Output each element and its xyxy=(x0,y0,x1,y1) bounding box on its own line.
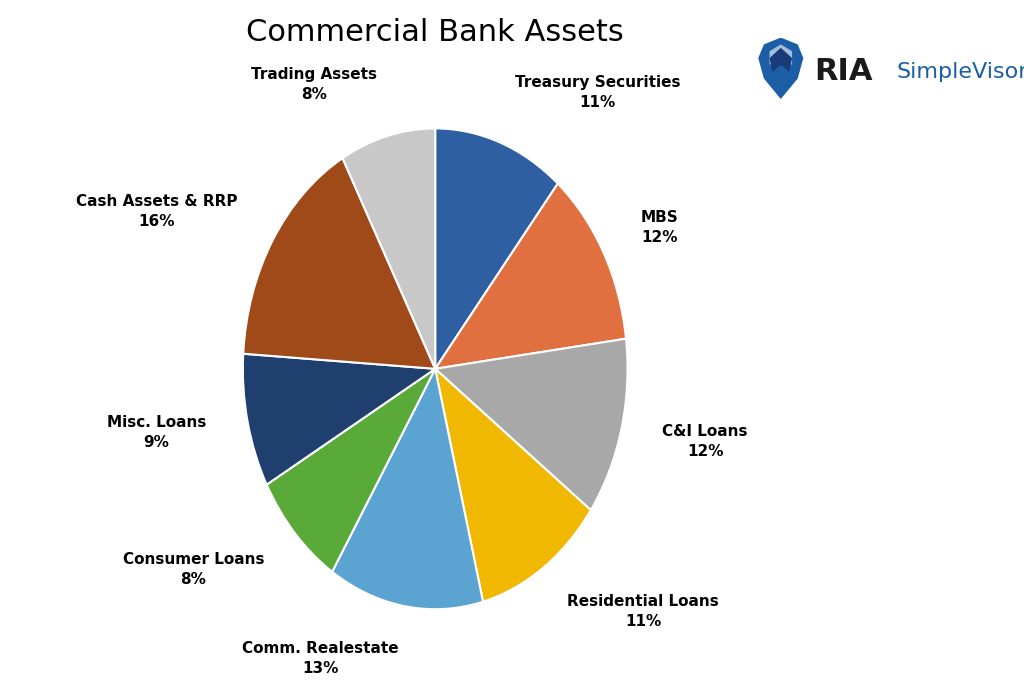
Wedge shape xyxy=(435,369,591,602)
Text: Trading Assets
8%: Trading Assets 8% xyxy=(251,68,377,102)
Polygon shape xyxy=(770,44,793,65)
Text: RIA: RIA xyxy=(814,57,872,86)
Wedge shape xyxy=(243,354,435,485)
Text: MBS
12%: MBS 12% xyxy=(641,210,679,245)
Text: C&I Loans
12%: C&I Loans 12% xyxy=(663,424,748,459)
Wedge shape xyxy=(435,339,628,510)
Title: Commercial Bank Assets: Commercial Bank Assets xyxy=(247,18,624,46)
Text: Cash Assets & RRP
16%: Cash Assets & RRP 16% xyxy=(76,194,238,229)
Polygon shape xyxy=(758,38,803,99)
Text: Treasury Securities
11%: Treasury Securities 11% xyxy=(515,75,680,110)
Wedge shape xyxy=(332,369,483,609)
Wedge shape xyxy=(244,158,435,369)
Text: Comm. Realestate
13%: Comm. Realestate 13% xyxy=(242,641,398,676)
Polygon shape xyxy=(770,48,793,72)
Wedge shape xyxy=(435,184,626,369)
Wedge shape xyxy=(435,128,558,369)
Text: SimpleVisor: SimpleVisor xyxy=(896,61,1024,82)
Wedge shape xyxy=(266,369,435,572)
Text: Consumer Loans
8%: Consumer Loans 8% xyxy=(123,552,264,587)
Wedge shape xyxy=(343,128,435,369)
Text: Residential Loans
11%: Residential Loans 11% xyxy=(567,594,719,629)
Text: Misc. Loans
9%: Misc. Loans 9% xyxy=(106,415,206,450)
